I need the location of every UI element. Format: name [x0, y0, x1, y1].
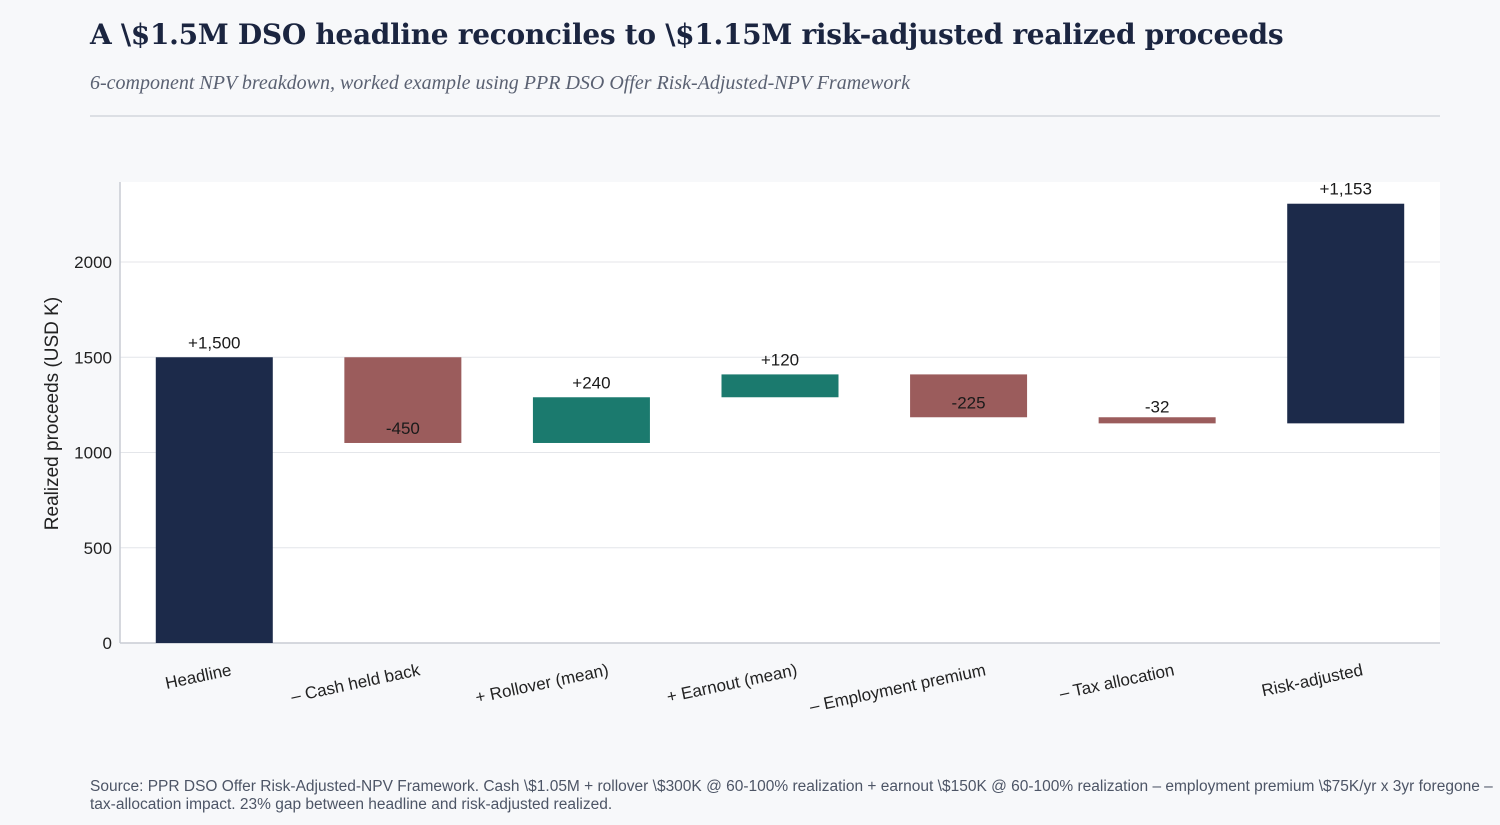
bar-total: [1287, 203, 1405, 424]
data-label: +1,153: [1319, 180, 1371, 199]
plot-area: [120, 182, 1440, 643]
x-tick-label: Headline: [164, 660, 234, 693]
y-tick-label: 1000: [74, 444, 112, 463]
x-tick-label: Risk-adjusted: [1260, 660, 1365, 700]
bar-total: [155, 357, 273, 643]
data-label: +240: [572, 373, 610, 392]
data-label: -225: [952, 393, 986, 412]
y-tick-label: 2000: [74, 253, 112, 272]
header-divider: [90, 115, 1440, 117]
chart-subtitle: 6-component NPV breakdown, worked exampl…: [90, 72, 911, 94]
bar-decrease: [1098, 417, 1216, 424]
bar-increase: [532, 397, 650, 443]
x-tick-label: – Tax allocation: [1058, 660, 1176, 703]
x-tick-label: + Rollover (mean): [474, 660, 611, 707]
bar-decrease: [910, 374, 1028, 418]
bar-decrease: [344, 357, 462, 443]
data-label: +1,500: [188, 333, 240, 352]
data-label: -32: [1145, 397, 1170, 416]
data-label: -450: [386, 419, 420, 438]
x-tick-label: + Earnout (mean): [665, 660, 799, 706]
y-tick-label: 1500: [74, 348, 112, 367]
y-tick-label: 500: [84, 539, 112, 558]
x-tick-label: – Employment premium: [808, 660, 988, 716]
data-label: +120: [761, 350, 799, 369]
y-axis-title: Realized proceeds (USD K): [42, 297, 63, 530]
chart-title: A \$1.5M DSO headline reconciles to \$1.…: [90, 18, 1284, 51]
source-note: Source: PPR DSO Offer Risk-Adjusted-NPV …: [90, 778, 1493, 813]
y-tick-label: 0: [103, 634, 112, 653]
x-tick-label: – Cash held back: [289, 660, 422, 706]
bar-increase: [721, 374, 839, 398]
